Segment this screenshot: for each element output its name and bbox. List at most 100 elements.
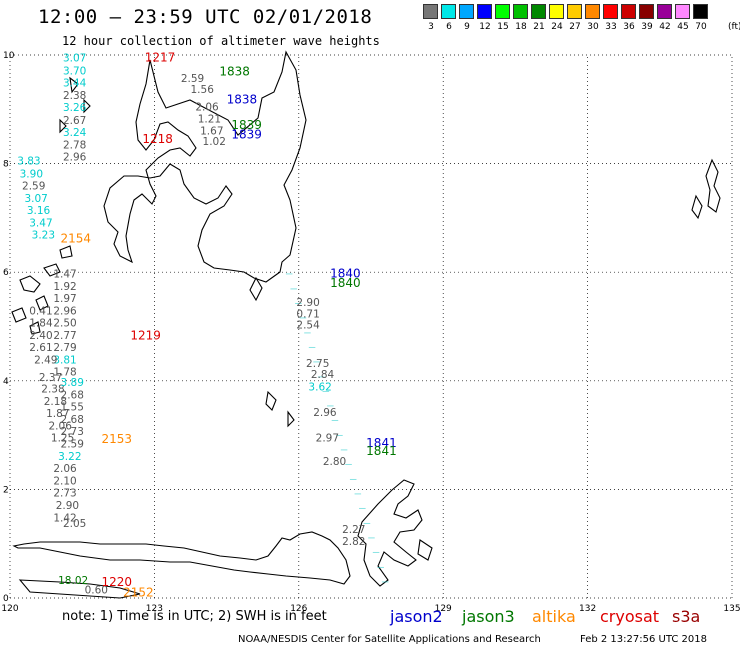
pass-time-label: 1838 <box>219 65 250 79</box>
swh-value: 2.38 <box>41 384 64 396</box>
track-swath-mark: ─ <box>331 415 339 427</box>
legend-swatch <box>477 4 492 19</box>
track-swath-mark: ─ <box>326 401 334 413</box>
swh-value: 0.71 <box>296 308 319 320</box>
legend-swatch <box>639 4 654 19</box>
units-note: note: 1) Time is in UTC; 2) SWH is in fe… <box>62 609 327 624</box>
satellite-jason3-label: jason3 <box>462 607 515 626</box>
swh-value: 2.27 <box>342 524 365 536</box>
swh-value: 18.02 <box>58 575 88 587</box>
track-swath-mark: ─ <box>363 518 371 530</box>
legend-swatch <box>549 4 564 19</box>
swh-value: 2.59 <box>61 439 84 451</box>
lon-tick-label: 129 <box>435 604 452 614</box>
swh-value: 2.79 <box>53 342 76 354</box>
track-swath-mark: ─ <box>344 459 352 471</box>
lat-lon-grid <box>9 54 733 599</box>
legend-label: 21 <box>533 22 545 32</box>
pass-time-label: 1840 <box>330 276 361 290</box>
pass-time-label: 1218 <box>142 132 173 146</box>
track-swath-mark: ─ <box>335 430 343 442</box>
swh-value: 2.78 <box>63 139 86 151</box>
satellite-cryosat-label: cryosat <box>600 607 660 626</box>
swh-value: 2.49 <box>34 354 57 366</box>
track-swath-mark: ─ <box>340 445 348 457</box>
swh-value: 2.82 <box>342 536 365 548</box>
legend-swatch <box>585 4 600 19</box>
track-swath-mark: ─ <box>358 503 366 515</box>
sulu-islands <box>11 76 91 335</box>
track-swath-mark: ─ <box>376 562 384 574</box>
swh-value: 2.59 <box>22 181 45 193</box>
swh-value: 2.37 <box>39 372 62 384</box>
track-swath-mark: ─ <box>381 577 389 589</box>
track-swath-mark: ─ <box>372 547 380 559</box>
pass-time-label: 1841 <box>366 436 397 450</box>
swh-value: 3.62 <box>308 382 331 394</box>
swh-value: 3.83 <box>17 156 40 168</box>
satellite-altika-label: altika <box>532 607 576 626</box>
swh-value: 1.56 <box>191 84 215 96</box>
lon-tick-label: 123 <box>146 604 163 614</box>
lon-tick-label: 135 <box>723 604 740 614</box>
swh-value: 1.78 <box>53 366 76 378</box>
legend-label: 12 <box>479 22 491 32</box>
swh-value: 2.68 <box>61 390 84 402</box>
halmahera-coast <box>357 479 433 587</box>
pass-time-label: 1220 <box>101 575 132 589</box>
swh-value: 1.55 <box>61 402 84 414</box>
legend-swatch <box>693 4 708 19</box>
pass-time-label: 1839 <box>231 128 262 142</box>
coastlines <box>11 50 721 599</box>
swh-value: 1.87 <box>46 408 69 420</box>
legend-swatch <box>531 4 546 19</box>
swh-value: 2.50 <box>53 318 76 330</box>
legend-label: 42 <box>659 22 671 32</box>
map-title: 12:00 – 23:59 UTC 02/01/2018 <box>38 6 373 28</box>
swh-value: 2.06 <box>195 101 219 113</box>
pass-time-label: 1219 <box>130 329 161 343</box>
swh-value: 1.84 <box>29 318 53 330</box>
lat-tick-label: 8 <box>3 160 9 170</box>
swh-value: 3.70 <box>63 66 86 78</box>
legend-unit-label: (ft) <box>728 22 740 32</box>
track-swath-mark: ─ <box>354 489 362 501</box>
swh-value: 2.90 <box>56 500 79 512</box>
swh-value: 2.05 <box>63 518 86 530</box>
lat-tick-label: 10 <box>3 51 15 61</box>
swh-value: 2.90 <box>296 297 319 309</box>
legend-label: 36 <box>623 22 635 32</box>
legend-label: 70 <box>695 22 707 32</box>
track-swath-mark: ─ <box>317 371 325 383</box>
track-swath-mark: ─ <box>367 533 375 545</box>
legend-label: 6 <box>446 22 452 32</box>
swh-value: 2.06 <box>49 421 73 433</box>
swh-value: 0.41 <box>29 306 52 318</box>
pass-time-label: 2153 <box>101 432 132 446</box>
legend-label: 18 <box>515 22 527 32</box>
swh-value: 1.02 <box>203 136 226 148</box>
legend-label: 39 <box>641 22 653 32</box>
swh-value: 1.92 <box>53 281 76 293</box>
swh-value: 3.47 <box>29 218 52 230</box>
swh-value: 3.07 <box>63 53 86 65</box>
swh-value: 2.38 <box>63 90 86 102</box>
swh-value: 1.47 <box>53 269 76 281</box>
sangihe-islands <box>249 276 295 428</box>
legend-swatch <box>621 4 636 19</box>
swh-value: 2.73 <box>61 426 84 438</box>
legend-swatch <box>459 4 474 19</box>
lat-tick-label: 6 <box>3 268 9 278</box>
satellite-s3a-label: s3a <box>672 607 701 626</box>
swh-value: 2.96 <box>63 151 87 163</box>
mindanao-coast <box>103 50 307 283</box>
swh-value: 3.24 <box>63 127 87 139</box>
swh-value: 1.25 <box>51 433 74 445</box>
legend-swatch <box>567 4 582 19</box>
legend-swatch <box>513 4 528 19</box>
swh-value: 2.96 <box>53 306 77 318</box>
swh-value: 3.44 <box>63 77 87 89</box>
pass-time-label: 1839 <box>231 118 262 132</box>
swh-value: 3.26 <box>63 102 87 114</box>
